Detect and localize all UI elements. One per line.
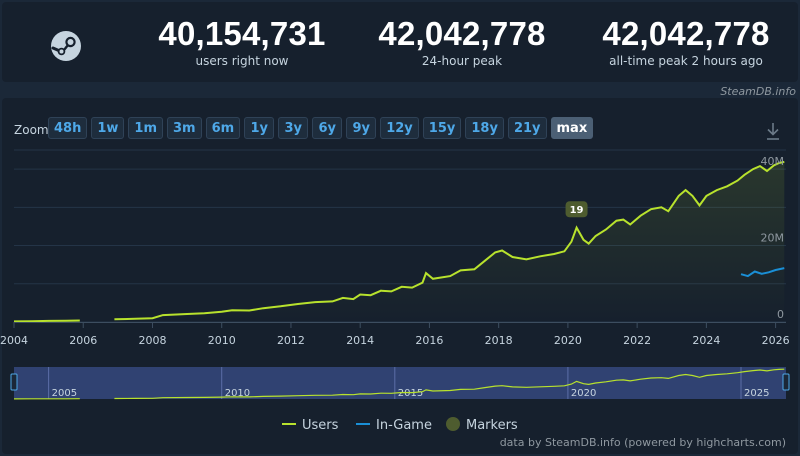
highcharts-credit[interactable]: data by SteamDB.info (powered by highcha… xyxy=(499,436,786,449)
stat-24h-peak: 42,042,778 24-hour peak xyxy=(370,15,554,69)
stat-value: 42,042,778 xyxy=(378,15,546,52)
stat-label: 24-hour peak xyxy=(421,54,503,68)
zoom-button-12y[interactable]: 12y xyxy=(380,117,419,139)
stat-label: users right now xyxy=(195,54,289,68)
zoom-button-max[interactable]: max xyxy=(550,117,594,139)
zoom-button-6y[interactable]: 6y xyxy=(312,117,343,139)
steamdb-credit-link[interactable]: SteamDB.info xyxy=(720,85,796,98)
zoom-button-18y[interactable]: 18y xyxy=(465,117,504,139)
zoom-button-3y[interactable]: 3y xyxy=(278,117,309,139)
zoom-button-21y[interactable]: 21y xyxy=(507,117,547,139)
zoom-range-selector: 48h 1w 1m 3m 6m 1y 3y 6y 9y 12y 15y 18y 21y max xyxy=(48,117,594,139)
download-button[interactable] xyxy=(763,120,783,142)
zoom-button-6m[interactable]: 6m xyxy=(205,117,241,139)
stat-label: all-time peak 2 hours ago xyxy=(609,54,763,68)
zoom-button-1w[interactable]: 1w xyxy=(91,117,125,139)
zoom-button-1y[interactable]: 1y xyxy=(244,117,275,139)
stats-panel: 40,154,731 users right now 42,042,778 24… xyxy=(2,2,798,82)
stat-users-now: 40,154,731 users right now xyxy=(152,15,332,69)
zoom-label: Zoom xyxy=(14,123,49,137)
stat-all-time-peak: 42,042,778 all-time peak 2 hours ago xyxy=(586,15,786,69)
stat-value: 42,042,778 xyxy=(602,15,770,52)
zoom-button-9y[interactable]: 9y xyxy=(346,117,377,139)
chart-panel xyxy=(2,98,798,454)
zoom-button-15y[interactable]: 15y xyxy=(422,117,462,139)
stat-value: 40,154,731 xyxy=(158,15,326,52)
zoom-button-1m[interactable]: 1m xyxy=(128,117,164,139)
steam-logo-icon xyxy=(38,18,94,74)
download-icon xyxy=(767,123,779,140)
zoom-button-3m[interactable]: 3m xyxy=(167,117,202,139)
zoom-button-48h[interactable]: 48h xyxy=(48,117,88,139)
